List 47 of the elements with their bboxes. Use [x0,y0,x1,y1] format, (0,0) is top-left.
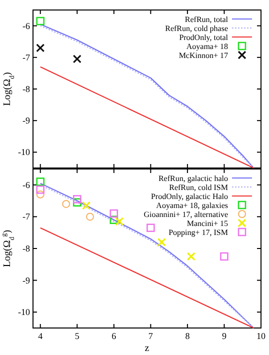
y-tick-label: -7 [22,212,30,222]
x-tick-label: 10 [256,331,266,341]
legend-label: Gioannini+ 17, alternative [144,210,228,219]
point [186,252,196,261]
y-tick-label: -9 [22,116,30,126]
point [36,16,45,26]
x-tick-label: 6 [112,331,117,341]
legend-label: Mancini+ 15 [186,219,228,228]
y-tick-label: -6 [22,180,30,190]
legend-label: ProdOnly, galactic Halo [150,192,228,201]
point [36,190,44,198]
point [115,217,124,226]
legend-label: Aoyama+ 18 [186,42,228,51]
point [36,186,45,194]
point [82,201,91,210]
point [36,44,45,52]
point [110,209,118,218]
legend-label: ProdOnly, total [179,33,229,42]
y-tick-label: -8 [22,84,30,94]
point [110,216,118,224]
point [72,195,82,204]
legend-label: Popping+ 17, ISM [168,228,228,237]
y-tick-label: -10 [18,147,30,158]
x-tick-label: 9 [222,331,227,341]
x-tick-label: 7 [148,331,154,341]
legend-label: RefRun, cold phase [165,24,228,33]
x-axis-title: z [144,343,150,354]
y-tick-label: -6 [22,20,30,31]
point [146,224,155,232]
point [157,238,166,246]
legend-label: RefRun, total [184,15,229,24]
y-tick-label: -9 [22,275,30,286]
x-tick-label: 5 [74,331,80,341]
legend-label: Aoyama+ 18, galaxies [156,201,228,210]
x-tick-label: 4 [38,331,44,341]
point [62,200,70,208]
legend-label: RefRun, galactic halo [158,174,228,183]
point [36,178,45,186]
y-tick-label: -7 [22,52,30,62]
legend-label: McKinnon+ 17 [178,51,228,60]
x-tick-label: 8 [185,331,190,341]
point [86,212,94,221]
legend-label: RefRun, cold ISM [169,183,228,192]
y-tick-label: -8 [22,244,30,254]
point [72,54,82,64]
point [220,252,228,261]
y-tick-label: -10 [18,307,30,318]
